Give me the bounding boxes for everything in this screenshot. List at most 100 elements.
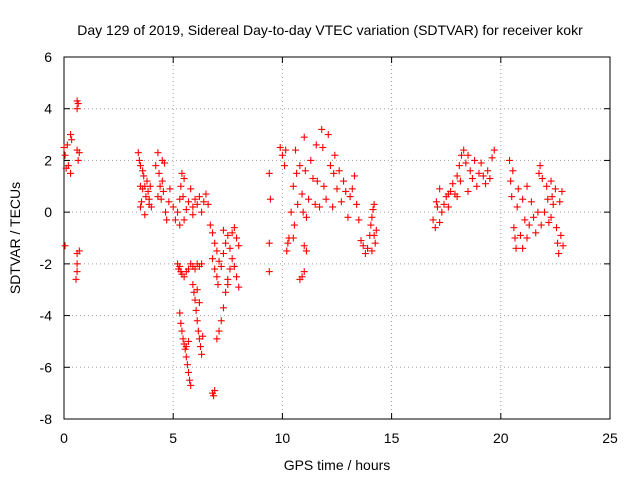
data-point bbox=[462, 159, 470, 167]
data-point bbox=[357, 237, 365, 245]
data-point bbox=[344, 213, 352, 221]
data-point bbox=[460, 146, 468, 154]
data-point bbox=[179, 193, 187, 201]
data-point bbox=[192, 306, 200, 314]
data-point bbox=[538, 175, 546, 183]
data-point bbox=[195, 299, 203, 307]
data-point bbox=[224, 281, 232, 289]
data-point bbox=[318, 125, 326, 133]
data-point bbox=[206, 221, 214, 229]
data-point bbox=[324, 131, 332, 139]
data-point bbox=[210, 392, 218, 400]
data-point bbox=[369, 206, 377, 214]
data-point bbox=[436, 218, 444, 226]
data-point bbox=[330, 169, 338, 177]
data-point bbox=[335, 167, 343, 175]
data-point bbox=[537, 221, 545, 229]
data-point bbox=[468, 175, 476, 183]
data-point bbox=[226, 244, 234, 252]
data-point bbox=[281, 162, 289, 170]
data-point bbox=[67, 169, 75, 177]
data-point bbox=[158, 156, 166, 164]
data-point bbox=[64, 162, 72, 170]
data-point bbox=[184, 368, 192, 376]
data-point bbox=[67, 131, 75, 139]
data-point bbox=[180, 273, 188, 281]
data-point bbox=[477, 159, 485, 167]
data-point bbox=[294, 200, 302, 208]
data-point bbox=[235, 283, 243, 291]
data-point bbox=[353, 200, 361, 208]
data-point bbox=[180, 216, 188, 224]
data-point bbox=[174, 208, 182, 216]
data-point bbox=[282, 146, 290, 154]
data-point bbox=[189, 211, 197, 219]
data-point bbox=[440, 200, 448, 208]
data-point bbox=[300, 133, 308, 141]
data-point bbox=[213, 273, 221, 281]
data-point bbox=[544, 195, 552, 203]
data-point bbox=[230, 262, 238, 270]
data-point bbox=[61, 151, 69, 159]
data-point bbox=[361, 250, 369, 258]
data-point bbox=[211, 387, 219, 395]
data-point bbox=[507, 177, 515, 185]
data-point bbox=[159, 187, 167, 195]
data-point bbox=[287, 208, 295, 216]
data-point bbox=[200, 198, 208, 206]
data-point bbox=[193, 200, 201, 208]
data-point bbox=[453, 172, 461, 180]
data-point bbox=[147, 203, 155, 211]
x-tick-label: 5 bbox=[169, 430, 177, 446]
data-point bbox=[213, 247, 221, 255]
data-point bbox=[199, 332, 207, 340]
data-point bbox=[331, 151, 339, 159]
data-point bbox=[72, 275, 80, 283]
data-point bbox=[230, 224, 238, 232]
data-point bbox=[548, 193, 556, 201]
data-point bbox=[144, 187, 152, 195]
data-point bbox=[438, 208, 446, 216]
data-point bbox=[177, 319, 185, 327]
data-point bbox=[484, 167, 492, 175]
data-point bbox=[182, 206, 190, 214]
data-point bbox=[74, 156, 82, 164]
data-point bbox=[217, 317, 225, 325]
x-tick-label: 25 bbox=[602, 430, 618, 446]
data-point bbox=[176, 221, 184, 229]
data-point bbox=[300, 242, 308, 250]
data-point bbox=[309, 175, 317, 183]
data-point bbox=[473, 182, 481, 190]
data-point bbox=[558, 187, 566, 195]
data-point bbox=[154, 149, 162, 157]
data-point bbox=[508, 193, 516, 201]
data-point bbox=[222, 288, 230, 296]
data-point bbox=[145, 195, 153, 203]
data-point bbox=[429, 216, 437, 224]
data-point bbox=[68, 136, 76, 144]
data-point bbox=[178, 169, 186, 177]
data-point bbox=[136, 162, 144, 170]
data-point bbox=[276, 144, 284, 151]
data-point bbox=[215, 257, 223, 265]
data-point bbox=[509, 167, 517, 175]
data-point bbox=[516, 231, 524, 239]
data-point bbox=[195, 193, 203, 201]
data-point bbox=[355, 216, 363, 224]
x-tick-label: 0 bbox=[60, 430, 68, 446]
data-point bbox=[370, 231, 378, 239]
data-point bbox=[180, 175, 188, 183]
y-tick-label: -8 bbox=[40, 411, 53, 427]
data-point bbox=[312, 141, 320, 149]
data-point bbox=[179, 335, 187, 343]
data-point bbox=[431, 224, 439, 232]
data-point bbox=[187, 185, 195, 193]
data-point bbox=[534, 208, 542, 216]
data-point bbox=[202, 190, 210, 198]
data-point bbox=[265, 239, 273, 247]
data-point bbox=[559, 242, 567, 250]
data-point bbox=[61, 242, 69, 250]
data-point bbox=[278, 151, 286, 159]
data-point bbox=[73, 268, 81, 276]
data-point bbox=[194, 327, 202, 335]
